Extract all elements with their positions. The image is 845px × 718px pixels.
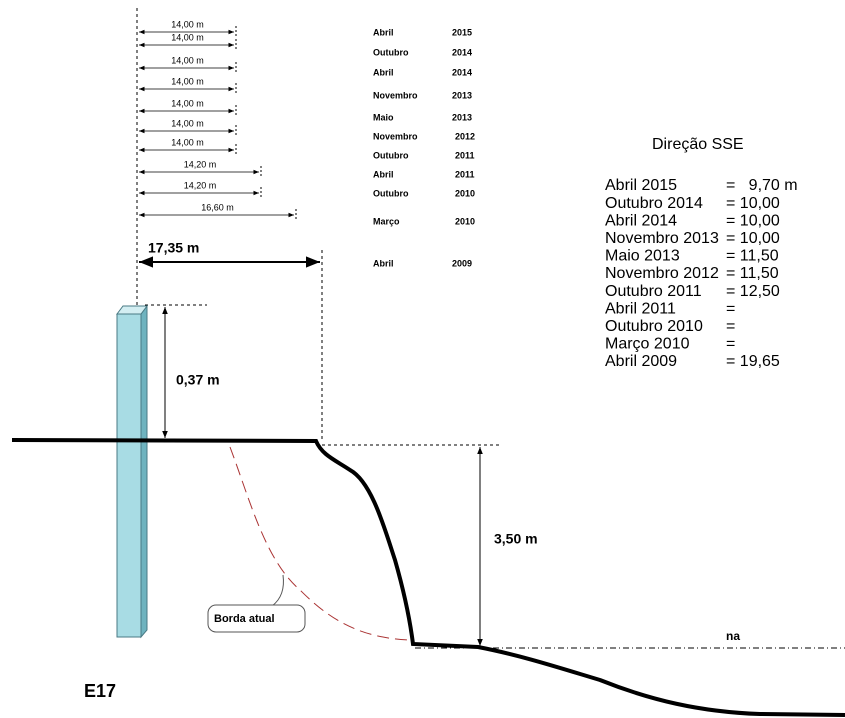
measurement-label: 14,00 m <box>171 19 204 29</box>
entry-date: Outubro 2014 <box>605 195 703 212</box>
date-month: Outubro <box>373 150 409 160</box>
entry-value: = <box>726 318 735 335</box>
entry-date: Abril 2014 <box>605 212 677 229</box>
bank-height-label: 3,50 m <box>494 531 538 547</box>
date-year: 2013 <box>452 90 472 100</box>
date-year: 2010 <box>455 188 475 198</box>
date-month: Abril <box>373 27 394 37</box>
measurement-label: 14,00 m <box>171 32 204 42</box>
date-year: 2011 <box>455 169 475 179</box>
date-year: 2009 <box>452 258 472 268</box>
direction-title: Direção SSE <box>652 136 744 153</box>
date-year: 2012 <box>455 131 475 141</box>
date-month: Abril <box>373 258 394 268</box>
entry-date: Março 2010 <box>605 336 690 353</box>
water-label: na <box>726 629 740 643</box>
callout-label: Borda atual <box>214 613 275 625</box>
entry-date: Novembro 2012 <box>605 265 719 282</box>
post-side <box>140 304 148 639</box>
date-year: 2014 <box>452 67 472 77</box>
entry-value: = <box>726 336 735 353</box>
entry-value: = 11,50 <box>726 265 779 282</box>
date-year: 2011 <box>455 150 475 160</box>
date-month: Outubro <box>373 47 409 57</box>
entry-date: Maio 2013 <box>605 248 680 265</box>
measurement-label: 14,00 m <box>171 76 204 86</box>
post-height-label: 0,37 m <box>176 372 220 388</box>
entry-value: = 10,00 <box>726 212 780 229</box>
measurement-label: 14,00 m <box>171 118 204 128</box>
ground-profile <box>11 438 845 717</box>
entry-date: Abril 2015 <box>605 177 677 194</box>
date-month: Abril <box>373 67 394 77</box>
entry-value: = 10,00 <box>726 230 780 247</box>
measurement-label: 14,20 m <box>184 159 217 169</box>
date-year: 2014 <box>452 47 472 57</box>
date-month: Maio <box>373 112 394 122</box>
date-month: Abril <box>373 169 394 179</box>
total-label: 17,35 m <box>148 240 199 256</box>
entry-date: Outubro 2010 <box>605 318 703 335</box>
measurement-label: 14,00 m <box>171 55 204 65</box>
date-year: 2010 <box>455 216 475 226</box>
measurement-label: 14,20 m <box>184 180 217 190</box>
entry-value: = <box>726 300 735 317</box>
date-month: Novembro <box>373 131 418 141</box>
measurement-label: 14,00 m <box>171 98 204 108</box>
measurement-label: 14,00 m <box>171 137 204 147</box>
date-year: 2015 <box>452 27 472 37</box>
entry-date: Outubro 2011 <box>605 283 702 300</box>
entry-date: Abril 2009 <box>605 353 677 370</box>
entry-value: = 9,70 m <box>726 177 798 194</box>
entry-value: = 19,65 <box>726 353 780 370</box>
entry-value: = 10,00 <box>726 195 780 212</box>
post <box>116 313 142 638</box>
current-edge-line <box>229 446 411 641</box>
date-month: Novembro <box>373 90 418 100</box>
entry-value: = 11,50 <box>726 248 779 265</box>
callout-tail <box>271 574 284 607</box>
date-month: Março <box>373 216 400 226</box>
measurement-label: 16,60 m <box>201 202 234 212</box>
entry-date: Novembro 2013 <box>605 230 719 247</box>
station-label: E17 <box>84 681 116 701</box>
date-year: 2013 <box>452 112 472 122</box>
date-month: Outubro <box>373 188 409 198</box>
entry-date: Abril 2011 <box>605 300 676 317</box>
entry-value: = 12,50 <box>726 283 780 300</box>
callout <box>207 604 306 633</box>
post-top <box>116 305 148 315</box>
